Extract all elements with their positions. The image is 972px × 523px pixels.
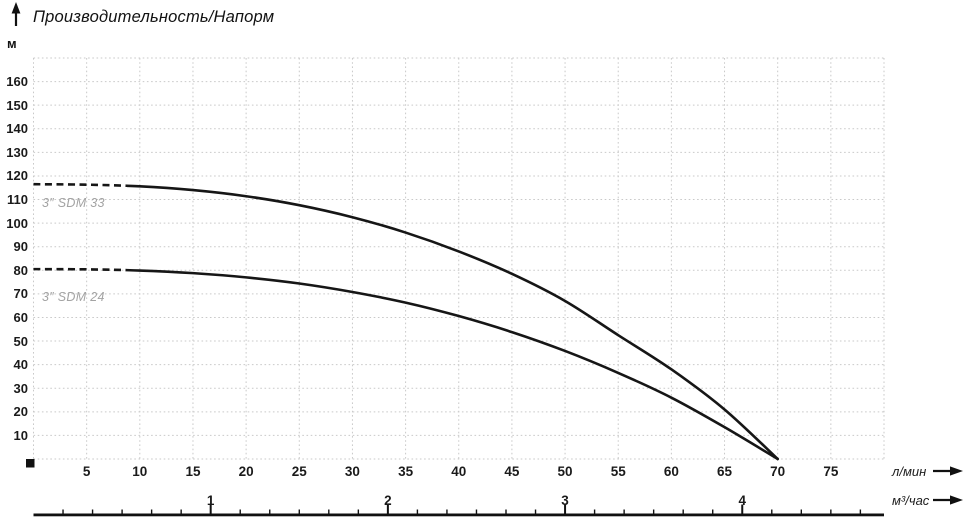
x-tick-label: 20	[238, 464, 254, 479]
y-tick-label: 90	[13, 239, 28, 255]
curve-sdm24	[127, 268, 779, 461]
x-tick-label: 65	[717, 464, 733, 479]
x-axis-unit-lmin: л/мин	[892, 464, 927, 479]
x-tick-label: 70	[770, 464, 786, 479]
origin-marker-square	[26, 459, 35, 468]
x-secondary-tick-label: 4	[738, 493, 746, 508]
x-axis-line	[33, 513, 884, 517]
y-axis-arrowhead-icon	[11, 2, 21, 14]
x-tick-label: 5	[82, 464, 91, 479]
x-tick-label: 60	[663, 464, 679, 479]
x-tick-label: 10	[132, 464, 148, 479]
x-secondary-tick-label: 1	[206, 493, 215, 508]
curve-dashed-sdm33	[33, 182, 128, 188]
curve-label-sdm33: 3″ SDM 33	[42, 196, 105, 210]
y-tick-label: 120	[6, 168, 28, 184]
x-secondary-tick-label: 3	[561, 493, 569, 508]
y-tick-label: 30	[13, 380, 28, 396]
y-tick-label: 150	[6, 97, 28, 113]
x-tick-label: 15	[185, 464, 201, 479]
y-tick-label: 140	[6, 121, 28, 137]
x-tick-label: 50	[557, 464, 573, 479]
x-tick-label: 75	[823, 464, 839, 479]
x-tick-label: 40	[451, 464, 467, 479]
x-tick-label: 30	[344, 464, 360, 479]
x-secondary-tick-label: 2	[384, 493, 392, 508]
x-axis-arrowhead-icon-lmin	[950, 466, 963, 476]
y-tick-label: 50	[13, 333, 28, 349]
y-tick-label: 10	[13, 427, 28, 443]
curve-sdm33	[127, 184, 779, 461]
x-axis-unit-m3h: м³/час	[892, 493, 930, 508]
y-tick-label: 20	[13, 404, 28, 420]
y-tick-label: 160	[6, 74, 28, 90]
y-tick-label: 80	[13, 262, 28, 278]
y-tick-label: 110	[7, 192, 28, 208]
y-tick-label: 60	[13, 309, 28, 325]
y-tick-label: 70	[13, 286, 28, 302]
x-tick-label: 55	[610, 464, 626, 479]
y-axis-unit-label: м	[7, 36, 17, 51]
y-tick-label: 40	[13, 357, 28, 373]
x-tick-label: 35	[398, 464, 414, 479]
curve-label-sdm24: 3″ SDM 24	[42, 290, 105, 304]
x-tick-label: 25	[291, 464, 307, 479]
chart-title: Производительность/Напорм	[33, 8, 275, 26]
x-tick-label: 45	[504, 464, 520, 479]
y-tick-label: 130	[6, 144, 28, 160]
y-tick-label: 100	[6, 215, 28, 231]
x-axis-arrowhead-icon-m3h	[950, 495, 963, 505]
